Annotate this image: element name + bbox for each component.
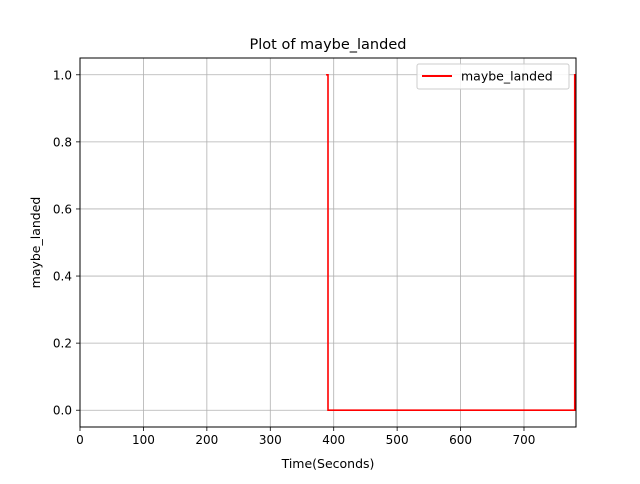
- x-axis-label: Time(Seconds): [281, 456, 375, 471]
- y-tick-label: 0.6: [53, 202, 72, 216]
- series-layer: [326, 73, 576, 412]
- legend-label: maybe_landed: [461, 69, 553, 84]
- axes-frame: [79, 57, 577, 428]
- x-tick-label: 700: [513, 433, 536, 447]
- series-line: [326, 73, 576, 412]
- x-tick-label: 500: [386, 433, 409, 447]
- x-tick-label: 100: [132, 433, 155, 447]
- y-tick-label: 1.0: [53, 68, 72, 82]
- axis-ticks: 0 100 200 300 400 500 600 700 0.0 0.2 0.4 0.6 0.8 1.0: [53, 68, 536, 447]
- legend-box: [416, 63, 570, 90]
- x-tick-label: 600: [449, 433, 472, 447]
- y-tick-label: 0.4: [53, 270, 72, 284]
- y-axis-label: maybe_landed: [28, 197, 43, 289]
- x-tick-label: 200: [195, 433, 218, 447]
- legend: maybe_landed: [416, 63, 570, 90]
- y-tick-label: 0.0: [53, 404, 72, 418]
- y-tick-label: 0.8: [53, 135, 72, 149]
- chart-title: Plot of maybe_landed: [250, 37, 407, 53]
- x-tick-label: 300: [259, 433, 282, 447]
- x-tick-label: 400: [322, 433, 345, 447]
- x-tick-label: 0: [76, 433, 84, 447]
- y-tick-label: 0.2: [53, 337, 72, 351]
